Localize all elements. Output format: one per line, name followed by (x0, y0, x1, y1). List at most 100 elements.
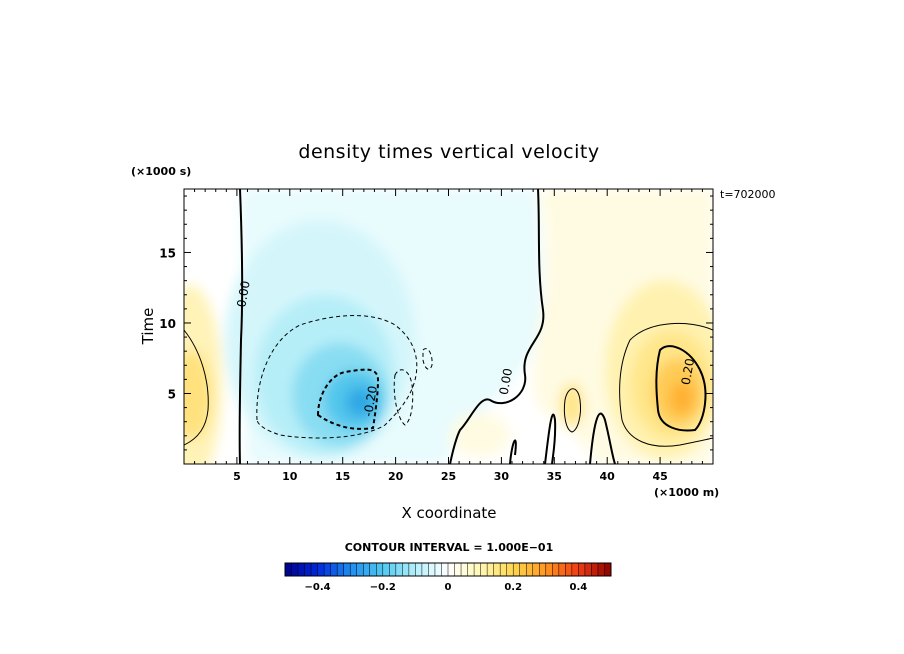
colorbar-swatch (591, 563, 599, 576)
x-axis: 5 10 15 20 25 30 35 40 45 (194, 189, 703, 483)
colorbar-tick-label: 0.4 (570, 582, 588, 593)
positive-region-small (450, 413, 510, 457)
colorbar-swatch (356, 563, 364, 576)
chart-title: density times vertical velocity (298, 141, 599, 163)
colorbar-tick-label: −0.4 (305, 582, 331, 593)
x-units-label: (×1000 m) (654, 486, 719, 499)
colorbar-swatch (337, 563, 344, 576)
colorbar-swatch (428, 563, 436, 576)
colorbar-swatch (526, 563, 534, 576)
colorbar-swatch (441, 563, 449, 576)
contour-label: -0.20 (361, 385, 380, 418)
y-tick-label: 15 (159, 246, 176, 260)
colorbar-swatch (343, 563, 351, 576)
field-fill (184, 189, 713, 464)
colorbar-swatch (500, 563, 507, 576)
colorbar-swatch (545, 563, 553, 576)
contour-label: 0.20 (679, 357, 697, 386)
x-tick-label: 10 (282, 470, 298, 483)
y-axis: 5 10 15 (159, 195, 713, 451)
colorbar-swatch (480, 563, 488, 576)
colorbar-swatch (519, 563, 527, 576)
colorbar-swatch (324, 563, 331, 576)
colorbar-swatch (604, 563, 612, 576)
positive-region-left-2 (184, 350, 212, 440)
colorbar-tick-label: 0 (445, 582, 452, 593)
colorbar-swatch (382, 563, 390, 576)
colorbar-swatch (565, 563, 573, 576)
contour-label: 0.00 (234, 280, 252, 309)
x-tick-label: 35 (547, 470, 562, 483)
colorbar-swatch (402, 563, 410, 576)
colorbar-swatch (448, 563, 455, 576)
colorbar-swatch (350, 563, 358, 576)
colorbar-swatch (461, 563, 468, 576)
colorbar-swatch (291, 563, 299, 576)
colorbar-swatch (421, 563, 429, 576)
positive-contour-right (619, 322, 713, 447)
y-axis-title: Time (139, 308, 157, 346)
colorbar-swatch (506, 563, 514, 576)
colorbar-tick-label: 0.2 (504, 582, 522, 593)
zero-contour-fingers (509, 412, 616, 464)
x-tick-label: 20 (388, 470, 404, 483)
colorbar-swatch (558, 563, 566, 576)
colorbar-swatch (395, 563, 403, 576)
negative-contour-small (422, 348, 433, 370)
colorbar-swatch (285, 563, 292, 576)
thin-contours (184, 322, 713, 447)
zero-contours (238, 189, 616, 464)
colorbar-swatch (467, 563, 475, 576)
negative-contour-pocket (393, 369, 414, 426)
negative-region-5 (346, 387, 374, 417)
colorbar-swatch (330, 563, 338, 576)
negative-contour-inner (316, 368, 380, 430)
colorbar-swatch (369, 563, 377, 576)
colorbar-swatch (552, 563, 560, 576)
zero-contour-right (449, 189, 545, 464)
colorbar-tick-label: −0.2 (370, 582, 396, 593)
colorbar-swatch (513, 563, 521, 576)
positive-region-mid (560, 383, 584, 427)
colorbar-swatch (434, 563, 442, 576)
colorbar-swatch (474, 563, 481, 576)
contour-labels: 0.00 -0.20 0.00 0.20 (234, 280, 697, 418)
colorbar-swatch (487, 563, 494, 576)
y-tick-label: 5 (168, 387, 176, 401)
colorbar-swatch (363, 563, 371, 576)
colorbar-swatch (376, 563, 384, 576)
contour-interval-label: CONTOUR INTERVAL = 1.000E−01 (345, 541, 554, 554)
positive-contour-right-inner (655, 345, 707, 432)
x-axis-title: X coordinate (401, 504, 496, 522)
dashed-contours (256, 315, 433, 439)
colorbar-swatch (454, 563, 462, 576)
colorbar-swatch (578, 563, 586, 576)
contour-label: 0.00 (497, 367, 515, 396)
colorbar-swatch (311, 563, 318, 576)
positive-contour-left (184, 329, 209, 446)
colorbar-swatch (317, 563, 325, 576)
colorbar-swatch (389, 563, 397, 576)
plot-area (184, 189, 713, 464)
x-tick-label: 5 (233, 470, 241, 483)
colorbar-swatch (597, 563, 605, 576)
colorbar-swatch (304, 563, 312, 576)
y-tick-label: 10 (159, 317, 176, 331)
x-tick-label: 15 (335, 470, 350, 483)
y-units-label: (×1000 s) (131, 165, 191, 178)
colorbar-frame (284, 562, 612, 577)
colorbar-swatch (584, 563, 592, 576)
colorbar-swatch (539, 563, 547, 576)
colorbar-swatch (408, 563, 416, 576)
colorbar-swatch (571, 563, 579, 576)
x-tick-label: 25 (441, 470, 456, 483)
x-tick-label: 40 (600, 470, 616, 483)
colorbar: −0.4 −0.2 0 0.2 0.4 (284, 562, 612, 593)
positive-region-4 (670, 382, 694, 414)
time-stamp: t=702000 (720, 188, 776, 201)
colorbar-swatch (532, 563, 540, 576)
negative-contour-outer (256, 315, 418, 439)
colorbar-swatch (415, 563, 423, 576)
x-tick-label: 30 (494, 470, 510, 483)
